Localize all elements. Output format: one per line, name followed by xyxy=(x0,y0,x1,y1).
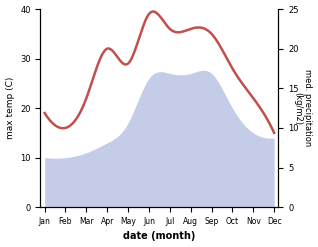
X-axis label: date (month): date (month) xyxy=(123,231,196,242)
Y-axis label: max temp (C): max temp (C) xyxy=(5,77,15,139)
Y-axis label: med. precipitation
(kg/m2): med. precipitation (kg/m2) xyxy=(293,69,313,147)
